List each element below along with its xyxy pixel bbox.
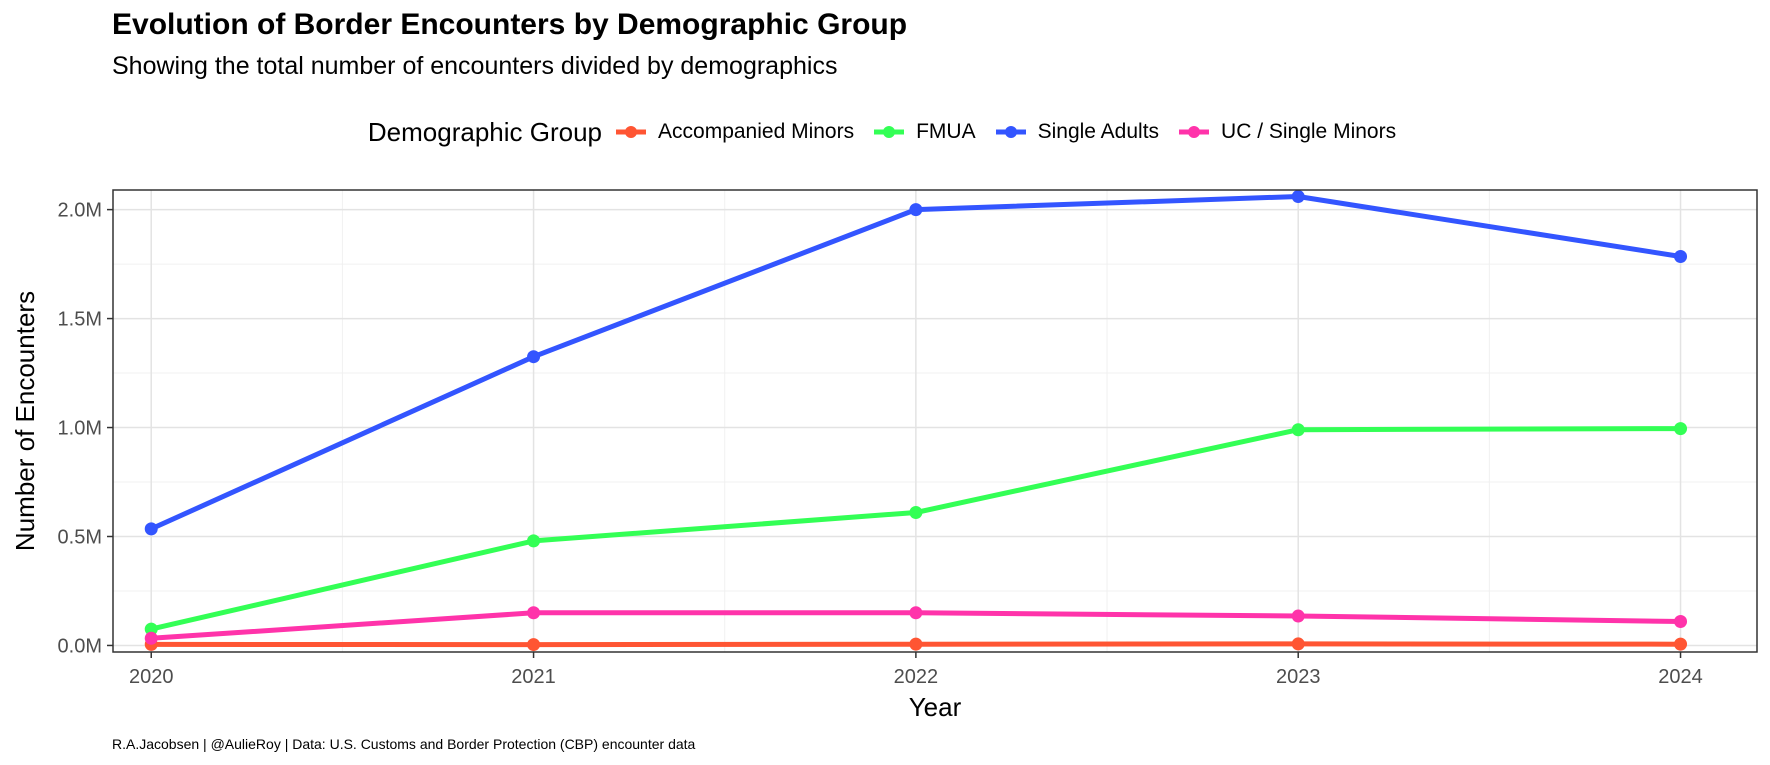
data-point-fmua xyxy=(1291,423,1305,437)
legend-key-uc-single-minors xyxy=(1179,126,1210,138)
y-tick-label: 1.5M xyxy=(58,309,102,331)
legend-label: FMUA xyxy=(916,120,976,143)
legend-item-accompanied-minors: Accompanied Minors xyxy=(616,120,854,144)
legend-item-uc-single-minors: UC / Single Minors xyxy=(1179,120,1396,144)
data-point-accompanied-minors xyxy=(527,638,541,652)
x-tick-label: 2023 xyxy=(1276,666,1321,688)
x-tick-label: 2020 xyxy=(129,666,174,688)
data-point-fmua xyxy=(1674,422,1688,436)
x-tick-label: 2021 xyxy=(511,666,556,688)
legend-label: UC / Single Minors xyxy=(1221,120,1397,143)
data-point-single-adults xyxy=(527,350,541,364)
x-tick-label: 2022 xyxy=(894,666,939,688)
legend-key-fmua xyxy=(874,126,905,138)
y-tick-label: 0.5M xyxy=(58,527,102,549)
data-point-uc-single-minors xyxy=(1674,614,1688,628)
data-point-fmua xyxy=(144,622,158,636)
data-point-uc-single-minors xyxy=(144,631,158,645)
legend-item-single-adults: Single Adults xyxy=(995,120,1160,144)
data-point-single-adults xyxy=(909,203,923,217)
data-point-single-adults xyxy=(144,522,158,536)
data-point-accompanied-minors xyxy=(909,637,923,651)
data-point-accompanied-minors xyxy=(1674,637,1688,651)
data-point-uc-single-minors xyxy=(1291,609,1305,623)
data-point-single-adults xyxy=(1674,249,1688,263)
data-point-single-adults xyxy=(1291,190,1305,204)
chart-caption: R.A.Jacobsen | @AulieRoy | Data: U.S. Cu… xyxy=(112,736,696,752)
x-tick-label: 2024 xyxy=(1658,666,1703,688)
plot-panel-border xyxy=(112,189,1758,653)
data-point-accompanied-minors xyxy=(1291,637,1305,651)
y-axis-title: Number of Encounters xyxy=(10,291,40,551)
legend: Demographic Group Accompanied Minors FMU… xyxy=(0,114,1770,150)
y-tick-label: 1.0M xyxy=(58,418,102,440)
legend-title: Demographic Group xyxy=(367,116,603,147)
y-tick-label: 2.0M xyxy=(58,200,102,222)
data-point-uc-single-minors xyxy=(909,606,923,620)
x-axis-title: Year xyxy=(909,692,962,722)
legend-key-accompanied-minors xyxy=(616,126,647,138)
data-point-uc-single-minors xyxy=(527,606,541,620)
legend-item-fmua: FMUA xyxy=(874,120,976,144)
data-point-fmua xyxy=(909,506,923,520)
legend-key-single-adults xyxy=(995,126,1026,138)
chart-subtitle: Showing the total number of encounters d… xyxy=(112,52,838,80)
legend-label: Accompanied Minors xyxy=(658,120,855,143)
legend-label: Single Adults xyxy=(1037,120,1160,143)
data-point-fmua xyxy=(527,534,541,548)
chart-title: Evolution of Border Encounters by Demogr… xyxy=(112,8,908,41)
y-tick-label: 0.0M xyxy=(58,635,102,657)
